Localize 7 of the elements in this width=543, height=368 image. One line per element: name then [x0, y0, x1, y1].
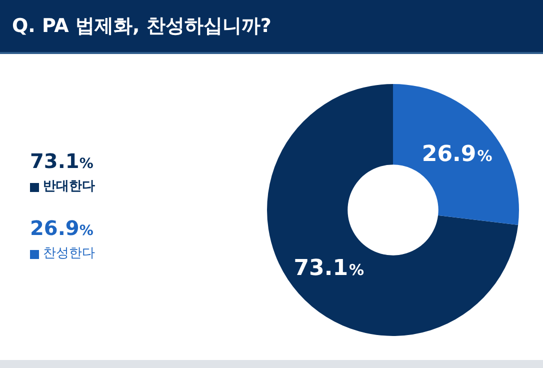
legend-label: 반대한다: [43, 178, 95, 196]
text: 26.9%: [30, 216, 94, 240]
text: 73.1%: [30, 149, 94, 173]
legend-label: 찬성한다: [43, 245, 95, 263]
data-label: 73.1%: [294, 256, 364, 281]
data-label: 26.9%: [422, 142, 492, 168]
chart-title: Q. PA 법제화, 찬성하십니까?: [12, 14, 272, 39]
